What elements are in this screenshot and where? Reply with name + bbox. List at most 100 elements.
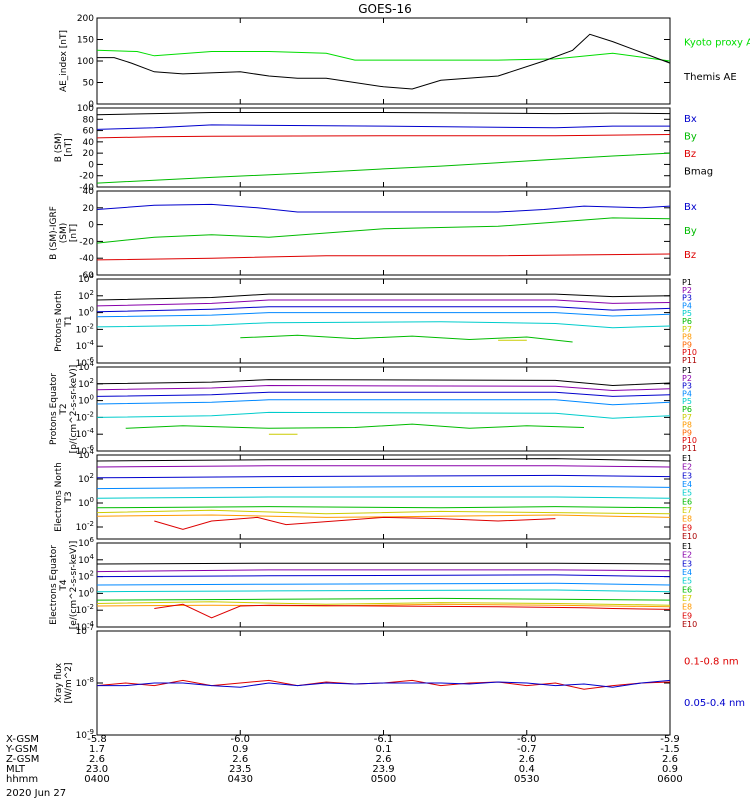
footer-value: 0.4: [519, 764, 535, 775]
y-tick-label: 40: [83, 187, 95, 197]
footer-value: 2.6: [89, 754, 105, 765]
y-axis-label-line: Electrons North: [54, 462, 64, 532]
legend-item: P3: [682, 294, 692, 303]
y-tick-label: 200: [77, 14, 94, 24]
series-line: [96, 134, 671, 139]
panel-frame: [96, 17, 671, 105]
legend-item: P3: [682, 382, 692, 391]
y-tick-label: 104: [78, 553, 94, 566]
legend-item: P1: [682, 278, 692, 287]
legend-item: E10: [682, 620, 697, 629]
legend-item: E5: [682, 577, 692, 586]
y-axis-label: B (SM)-IGRF (SM) [nT]: [49, 206, 79, 260]
y-tick-label: -40: [79, 183, 94, 193]
series-line: [97, 679, 671, 688]
legend-item: Themis AE: [683, 72, 737, 83]
series-line: [96, 299, 671, 307]
series-line: [96, 509, 671, 515]
series-line: [96, 597, 671, 601]
footer-row-label: Z-GSM: [6, 754, 39, 765]
y-tick-label: -20: [79, 172, 94, 182]
series-line: [96, 49, 671, 62]
footer-value: -0.7: [517, 744, 537, 755]
footer-value: 1.7: [89, 744, 105, 755]
legend-item: E2: [682, 463, 692, 472]
y-axis-label-line: T2: [59, 403, 69, 415]
y-axis-label-line: Xray flux: [54, 662, 64, 703]
y-tick-label: 50: [83, 79, 95, 89]
legend-item: P9: [682, 428, 692, 437]
panel-3: 40 20 0 -20 -40 -60 B (SM)-IGRF (SM) [nT] Bx By Bz: [49, 187, 697, 281]
legend-item: E2: [682, 551, 692, 560]
y-tick-label: 100: [78, 496, 94, 509]
series-line: [96, 679, 671, 690]
series-line: [96, 474, 671, 479]
y-axis-label-line: (SM): [59, 223, 69, 244]
y-axis-label: Electrons Equator T4 [e/(cm^2-s-sr-keV)]: [49, 541, 79, 629]
legend-item: E7: [682, 594, 692, 603]
y-tick-label: 0: [88, 160, 94, 170]
legend-item: P11: [682, 356, 697, 365]
footer-value: -1.5: [660, 744, 680, 755]
series-line: [96, 306, 671, 313]
series-line: [96, 582, 671, 586]
legend-item: P6: [682, 405, 692, 414]
series-line: [96, 569, 671, 573]
series-line: [154, 603, 671, 619]
legend: 0.1-0.8 nm 0.05-0.4 nm: [684, 656, 745, 709]
y-axis-label: Xray flux [W/m^2]: [54, 662, 74, 703]
y-tick-label: 102: [78, 570, 94, 583]
y-axis-label-line: AE_index [nT]: [59, 30, 69, 92]
series-line: [96, 379, 671, 387]
y-tick-label: -40: [79, 254, 94, 264]
y-tick-label: 40: [83, 138, 95, 148]
y-axis-label-line: T1: [64, 315, 74, 327]
series-line: [96, 496, 671, 499]
panel-frame: [96, 107, 671, 188]
footer-value: -6.0: [230, 734, 250, 745]
footer-value: -5.9: [660, 734, 680, 745]
legend-item: E3: [682, 471, 692, 480]
legend-item: Bmag: [684, 167, 713, 178]
y-tick-label: 0: [88, 221, 94, 231]
legend-item: Kyoto proxy AE: [684, 38, 750, 49]
series-line: [96, 203, 671, 213]
legend-item: P7: [682, 413, 692, 422]
series-line: [96, 124, 670, 130]
series-line: [154, 516, 556, 530]
y-axis-label-line: Protons North: [54, 290, 64, 352]
series-line: [96, 253, 671, 261]
legend-item: 0.1-0.8 nm: [684, 656, 739, 667]
y-tick-label: 102: [78, 377, 94, 390]
y-tick-label: -20: [79, 237, 94, 247]
y-tick-label: 100: [78, 306, 94, 319]
legend-item: E4: [682, 480, 692, 489]
series-line: [125, 423, 585, 429]
footer-value: 0430: [228, 774, 253, 785]
y-tick-label: 100: [77, 104, 94, 114]
legend-item: P8: [682, 421, 692, 430]
legend-item: P5: [682, 309, 692, 318]
y-tick-label: 10-8: [76, 676, 94, 689]
legend-item: E9: [682, 611, 692, 620]
footer-value: 23.0: [86, 764, 108, 775]
footer-value: -6.0: [517, 734, 537, 745]
legend-item: Bx: [684, 202, 697, 213]
legend-item: E3: [682, 559, 692, 568]
footer-value: 2.6: [232, 754, 248, 765]
footer-value: 0400: [84, 774, 109, 785]
legend-item: E9: [682, 523, 692, 532]
series-line: [96, 603, 671, 608]
y-axis-label: B (SM) [nT]: [54, 133, 74, 163]
y-tick-label: 20: [83, 149, 95, 159]
series-line: [240, 334, 573, 343]
series-line: [96, 411, 671, 419]
series-line: [96, 485, 671, 490]
y-axis-label-line: T3: [64, 491, 74, 503]
legend-item: P6: [682, 317, 692, 326]
